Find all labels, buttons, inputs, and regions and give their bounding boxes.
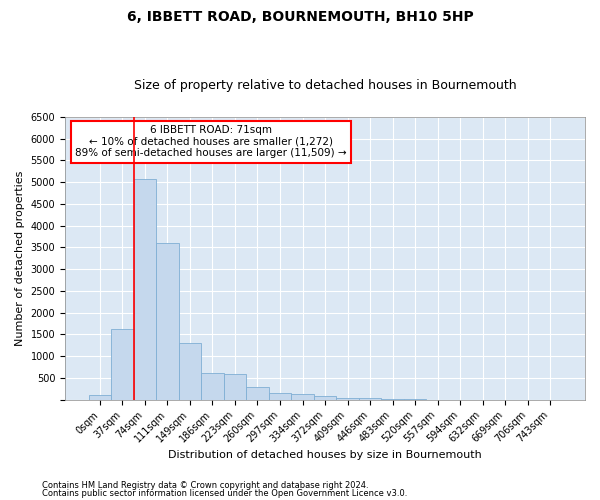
Bar [246, 386, 269, 400]
Y-axis label: Number of detached properties: Number of detached properties [15, 170, 25, 346]
Bar [381, 399, 404, 400]
Bar [314, 396, 336, 400]
Bar [291, 394, 314, 400]
X-axis label: Distribution of detached houses by size in Bournemouth: Distribution of detached houses by size … [168, 450, 482, 460]
Bar [269, 393, 291, 400]
Text: 6, IBBETT ROAD, BOURNEMOUTH, BH10 5HP: 6, IBBETT ROAD, BOURNEMOUTH, BH10 5HP [127, 10, 473, 24]
Text: Contains public sector information licensed under the Open Government Licence v3: Contains public sector information licen… [42, 488, 407, 498]
Bar [359, 398, 381, 400]
Bar [224, 374, 246, 400]
Text: 6 IBBETT ROAD: 71sqm
← 10% of detached houses are smaller (1,272)
89% of semi-de: 6 IBBETT ROAD: 71sqm ← 10% of detached h… [75, 126, 346, 158]
Title: Size of property relative to detached houses in Bournemouth: Size of property relative to detached ho… [134, 79, 517, 92]
Bar [201, 372, 224, 400]
Bar [89, 396, 111, 400]
Bar [134, 180, 156, 400]
Bar [156, 243, 179, 400]
Text: Contains HM Land Registry data © Crown copyright and database right 2024.: Contains HM Land Registry data © Crown c… [42, 481, 368, 490]
Bar [336, 398, 359, 400]
Bar [179, 343, 201, 400]
Bar [111, 329, 134, 400]
